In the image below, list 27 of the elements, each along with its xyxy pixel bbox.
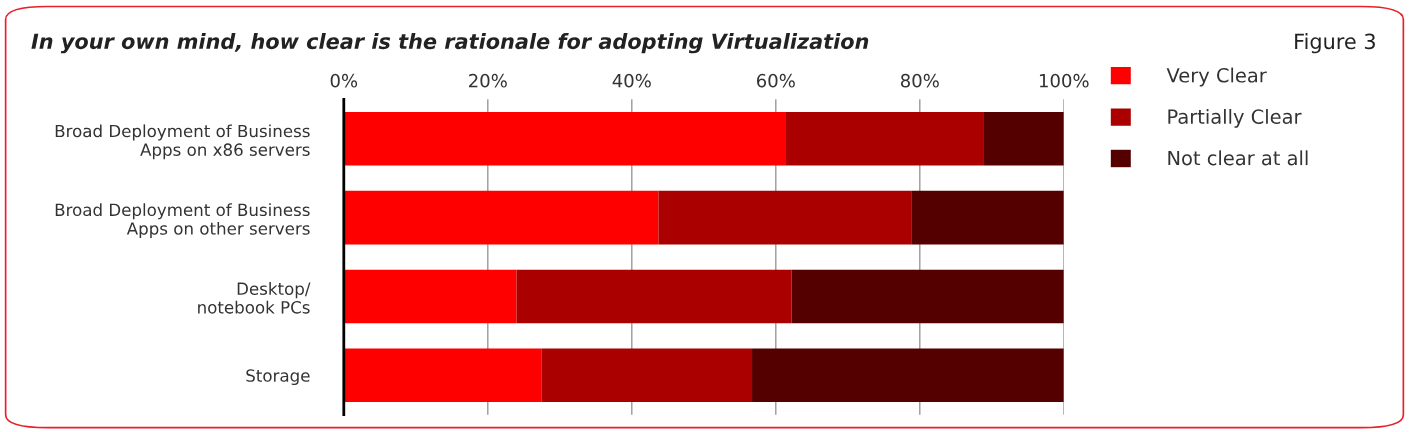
bar: [343, 348, 542, 403]
x-tick-label: 80%: [900, 73, 939, 88]
bar: [541, 348, 753, 403]
legend-label: Very Clear: [1166, 67, 1267, 87]
caption: Figure 3: [1295, 33, 1375, 54]
bar: [343, 269, 517, 324]
bar: [343, 111, 786, 166]
y-tick-label: Broad Deployment of Business Apps on other servers: [55, 203, 310, 239]
chart-title: In your own mind, how clear is the rationale for adopting Virtualization: [31, 33, 869, 54]
bar: [658, 190, 912, 245]
x-tick-label: 60%: [756, 73, 795, 88]
y-tick-label: Desktop/ notebook PCs: [198, 282, 311, 314]
x-tick-label: 100%: [1039, 73, 1089, 88]
bar: [983, 111, 1064, 166]
bar: [911, 190, 1064, 245]
bar: [785, 111, 984, 166]
bar: [343, 190, 659, 245]
bar: [516, 269, 792, 324]
bar: [752, 348, 1064, 403]
y-tick-label: Broad Deployment of Business Apps on x86 servers: [55, 124, 310, 160]
x-tick-label: 0%: [330, 73, 358, 88]
y-tick-label: Storage: [246, 369, 310, 386]
bar: [791, 269, 1064, 324]
legend-label: Not clear at all: [1168, 150, 1308, 166]
x-tick-label: 40%: [612, 73, 651, 88]
x-tick-label: 20%: [469, 73, 507, 88]
legend-label: Partially Clear: [1168, 108, 1302, 128]
